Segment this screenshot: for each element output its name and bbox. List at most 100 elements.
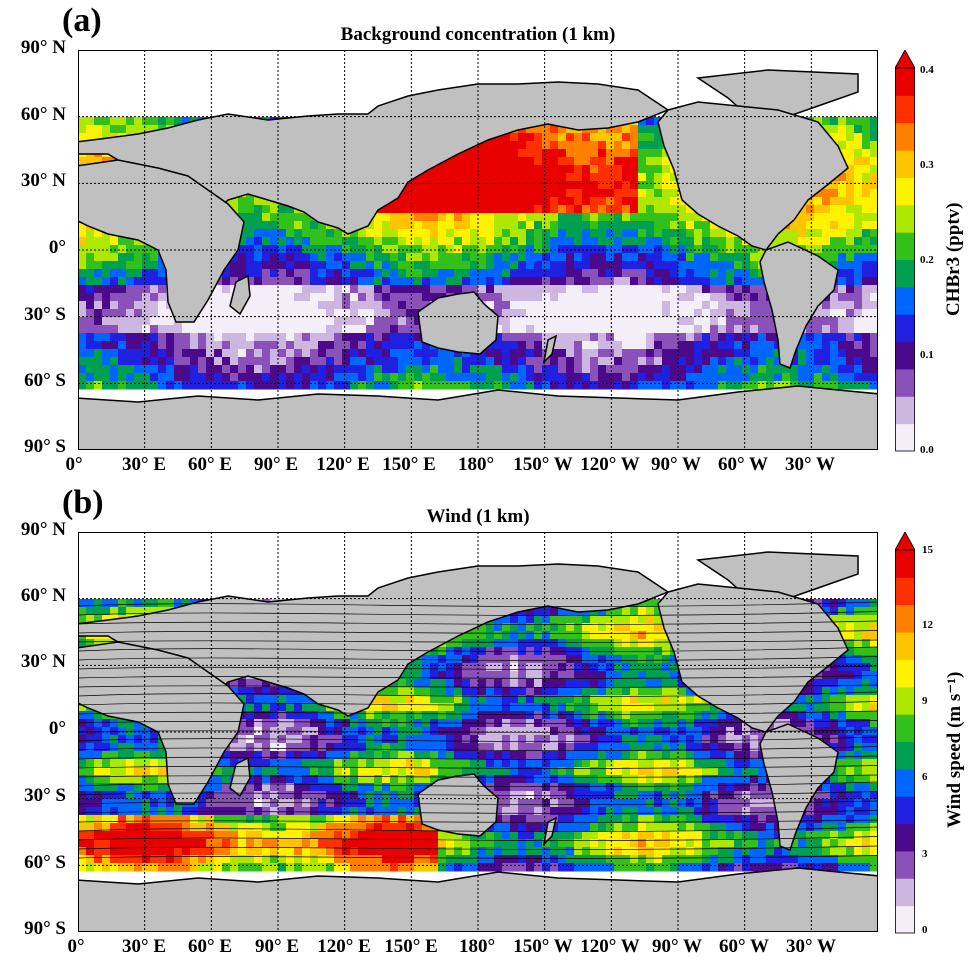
field-cell (286, 317, 295, 326)
field-cell (510, 277, 519, 286)
field-cell (302, 301, 311, 310)
field-cell (254, 245, 263, 254)
field-cell (166, 117, 175, 126)
field-cell (486, 173, 495, 182)
field-cell (718, 261, 727, 270)
field-cell (726, 373, 735, 382)
field-cell (614, 317, 623, 326)
field-cell (622, 671, 631, 680)
lat-label: 30° N (20, 170, 66, 191)
field-cell (646, 261, 655, 270)
field-cell (358, 253, 367, 262)
field-cell (606, 293, 615, 302)
field-cell (662, 285, 671, 294)
field-cell (310, 285, 319, 294)
field-cell (870, 365, 879, 374)
field-cell (286, 269, 295, 278)
field-cell (206, 301, 215, 310)
field-cell (846, 229, 855, 238)
field-cell (158, 301, 167, 310)
field-cell (86, 349, 95, 358)
field-cell (614, 157, 623, 166)
field-cell (662, 197, 671, 206)
field-cell (390, 381, 399, 390)
field-cell (318, 277, 327, 286)
field-cell (166, 365, 175, 374)
field-cell (94, 639, 103, 648)
field-cell (670, 197, 679, 206)
field-cell (518, 277, 527, 286)
field-cell (790, 703, 799, 712)
field-cell (518, 269, 527, 278)
field-cell (78, 317, 87, 326)
field-cell (310, 357, 319, 366)
field-cell (870, 197, 879, 206)
field-cell (830, 703, 839, 712)
field-cell (446, 197, 455, 206)
field-cell (414, 349, 423, 358)
field-cell (262, 695, 271, 704)
field-cell (830, 607, 839, 616)
field-cell (534, 607, 543, 616)
field-cell (310, 333, 319, 342)
field-cell (454, 277, 463, 286)
field-cell (814, 703, 823, 712)
field-cell (654, 695, 663, 704)
field-cell (350, 229, 359, 238)
field-cell (582, 381, 591, 390)
field-cell (662, 229, 671, 238)
field-cell (670, 333, 679, 342)
field-cell (726, 349, 735, 358)
field-cell (318, 325, 327, 334)
field-cell (582, 639, 591, 648)
field-cell (310, 221, 319, 230)
field-cell (822, 125, 831, 134)
field-cell (142, 357, 151, 366)
field-cell (566, 357, 575, 366)
field-cell (414, 221, 423, 230)
field-cell (574, 269, 583, 278)
field-cell (574, 381, 583, 390)
field-cell (350, 381, 359, 390)
field-cell (838, 349, 847, 358)
field-cell (334, 309, 343, 318)
field-cell (358, 381, 367, 390)
field-cell (270, 229, 279, 238)
field-cell (582, 373, 591, 382)
field-cell (94, 607, 103, 616)
field-cell (646, 623, 655, 632)
field-cell (358, 365, 367, 374)
field-cell (294, 365, 303, 374)
field-cell (814, 229, 823, 238)
field-cell (854, 365, 863, 374)
field-cell (398, 711, 407, 720)
field-cell (174, 599, 183, 608)
field-cell (734, 333, 743, 342)
field-cell (622, 357, 631, 366)
field-cell (102, 261, 111, 270)
field-cell (566, 173, 575, 182)
field-cell (710, 269, 719, 278)
field-cell (278, 237, 287, 246)
field-cell (318, 349, 327, 358)
field-cell (838, 253, 847, 262)
field-cell (870, 125, 879, 134)
field-cell (462, 221, 471, 230)
field-cell (574, 639, 583, 648)
field-cell (622, 181, 631, 190)
field-cell (430, 695, 439, 704)
field-cell (646, 349, 655, 358)
field-cell (718, 357, 727, 366)
field-cell (870, 639, 879, 648)
field-cell (518, 197, 527, 206)
field-cell (294, 221, 303, 230)
field-cell (446, 269, 455, 278)
field-cell (670, 365, 679, 374)
field-cell (86, 325, 95, 334)
land (75, 69, 881, 453)
field-cell (246, 349, 255, 358)
field-cell (558, 173, 567, 182)
field-cell (710, 261, 719, 270)
field-cell (302, 381, 311, 390)
field-cell (678, 301, 687, 310)
